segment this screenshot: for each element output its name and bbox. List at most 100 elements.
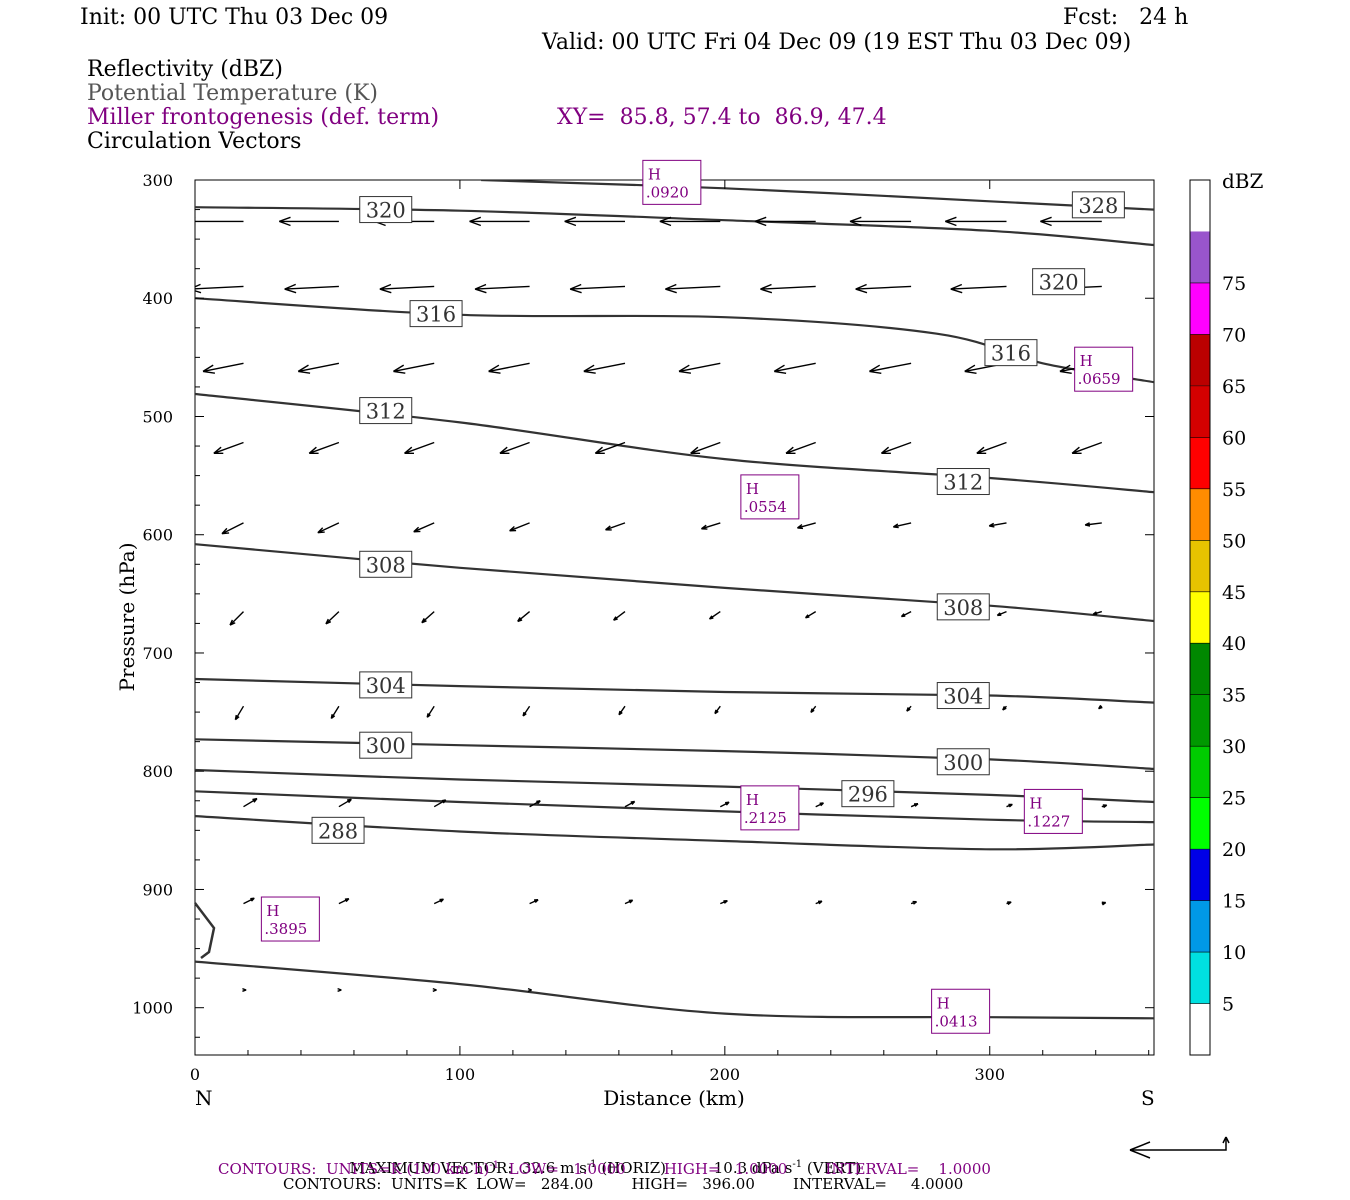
circulation-vector xyxy=(900,610,912,618)
circulation-vector xyxy=(594,441,626,454)
maximum-label: H xyxy=(937,994,950,1012)
circulation-vector xyxy=(221,522,244,535)
contour-label-box xyxy=(359,196,413,224)
circulation-vector xyxy=(517,611,531,623)
maximum-label: H xyxy=(746,480,759,498)
circulation-vector xyxy=(229,611,244,626)
circulation-vector xyxy=(754,216,816,227)
circulation-vector xyxy=(195,283,244,294)
colorbar-label: 25 xyxy=(1222,788,1246,810)
contour-label: 300 xyxy=(943,751,983,775)
colorbar-segment xyxy=(1190,385,1210,438)
circulation-vector xyxy=(855,283,912,294)
circulation-vector xyxy=(583,362,626,374)
circulation-vector xyxy=(1002,705,1007,711)
circulation-vector xyxy=(1084,522,1102,527)
circulation-vector xyxy=(469,216,530,227)
contour-label: 316 xyxy=(416,303,456,327)
circulation-vector xyxy=(488,362,530,374)
circulation-vector xyxy=(234,705,245,721)
circulation-vector xyxy=(880,441,912,454)
circulation-vector xyxy=(404,441,435,454)
maximum-box xyxy=(931,988,991,1034)
contour-label-box xyxy=(1032,268,1086,296)
reflectivity-colorbar: 5 10 15 20 25 30 35 40 45 50 55 60 65 70 75 xyxy=(1189,179,1246,1056)
field-reflectivity: Reflectivity (dBZ) xyxy=(87,57,283,82)
maximum-label: H xyxy=(746,791,759,809)
maximum-box xyxy=(642,159,702,205)
circulation-vector xyxy=(849,216,912,227)
x-tick-label: 200 xyxy=(710,1065,741,1084)
colorbar-segment xyxy=(1190,591,1210,644)
colorbar-label: 50 xyxy=(1222,530,1246,552)
colorbar-segment xyxy=(1190,180,1210,232)
field-vectors: Circulation Vectors xyxy=(87,129,302,154)
colorbar-segment xyxy=(1190,231,1210,283)
circulation-vector xyxy=(700,522,721,530)
circulation-vector xyxy=(613,611,626,621)
circulation-vector xyxy=(910,900,918,905)
contour-label: 296 xyxy=(848,783,888,807)
contour-label: 288 xyxy=(318,819,358,843)
colorbar-segment xyxy=(1190,900,1210,953)
circulation-vector xyxy=(421,611,435,624)
colorbar-label: 15 xyxy=(1222,891,1246,913)
theta-contour xyxy=(195,206,1154,247)
contour-label-box xyxy=(409,300,463,328)
circulation-vector xyxy=(338,798,352,808)
circulation-vector xyxy=(720,900,728,905)
maximum-box xyxy=(260,896,320,942)
x-axis-label: Distance (km) xyxy=(603,1086,745,1110)
colorbar-label: 75 xyxy=(1222,273,1246,295)
contour-label-box xyxy=(841,780,895,808)
circulation-vector xyxy=(810,705,817,713)
footer-max-vector: MAXIMUM VECTOR: 32.6 m s-1 (HORIZ) 10.3 … xyxy=(349,1159,862,1177)
colorbar-segment xyxy=(1190,746,1210,798)
contour-label: 304 xyxy=(366,674,406,698)
colorbar-label: 60 xyxy=(1222,427,1246,449)
circulation-vector xyxy=(325,611,340,625)
theta-contour xyxy=(195,677,1154,704)
y-tick-label: 400 xyxy=(142,289,173,308)
circulation-vector xyxy=(944,216,1007,227)
colorbar-segment xyxy=(1190,797,1210,850)
circulation-vector xyxy=(796,522,816,530)
init-time: Init: 00 UTC Thu 03 Dec 09 xyxy=(80,5,389,30)
circulation-vector xyxy=(719,801,730,808)
maximum-value: .0413 xyxy=(935,1012,978,1030)
y-tick-label: 1000 xyxy=(132,999,173,1018)
circulation-vector xyxy=(690,441,721,454)
field-theta: Potential Temperature (K) xyxy=(87,81,378,106)
contour-label-box xyxy=(359,550,413,578)
circulation-vector xyxy=(950,283,1007,294)
contour-label: 320 xyxy=(1039,271,1079,295)
circulation-vector xyxy=(338,898,350,905)
contour-label: 308 xyxy=(943,596,983,620)
circulation-vector xyxy=(815,802,824,808)
circulation-vector xyxy=(906,705,912,712)
y-tick-label: 600 xyxy=(142,526,173,545)
circulation-vector xyxy=(393,362,435,374)
reference-vector xyxy=(1129,1136,1230,1159)
circulation-vector xyxy=(337,987,342,992)
circulation-vector xyxy=(284,283,339,294)
theta-contour xyxy=(195,960,1154,1020)
theta-contour-fragment xyxy=(194,902,216,959)
cross-section-xy: XY= 85.8, 57.4 to 86.9, 47.4 xyxy=(557,105,887,130)
colorbar-segment xyxy=(1190,488,1210,541)
x-tick-label: 0 xyxy=(190,1065,200,1084)
circulation-vector xyxy=(569,283,626,294)
circulation-vector xyxy=(976,441,1007,454)
maximum-value: .2125 xyxy=(744,809,787,827)
theta-contour xyxy=(195,297,1154,384)
circulation-vector xyxy=(1101,901,1107,906)
circulation-vector xyxy=(499,441,530,454)
maximum-label: H xyxy=(266,902,279,920)
theta-contour xyxy=(195,790,1154,824)
circulation-vector xyxy=(432,987,437,992)
y-tick-label: 800 xyxy=(142,762,173,781)
circulation-vector xyxy=(1006,901,1012,906)
colorbar-label: 30 xyxy=(1222,736,1246,758)
south-end-label: S xyxy=(1141,1086,1155,1110)
